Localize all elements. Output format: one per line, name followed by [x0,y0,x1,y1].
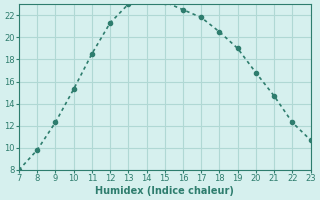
X-axis label: Humidex (Indice chaleur): Humidex (Indice chaleur) [95,186,234,196]
